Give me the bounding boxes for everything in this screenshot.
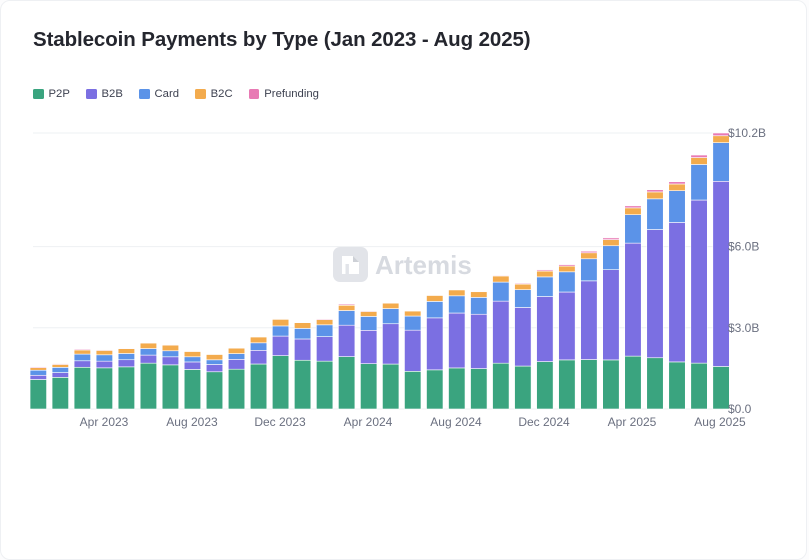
svg-text:Artemis: Artemis xyxy=(375,250,472,280)
svg-text:Dec 2023: Dec 2023 xyxy=(254,415,306,429)
svg-text:Apr 2023: Apr 2023 xyxy=(80,415,129,429)
svg-text:$6.0B: $6.0B xyxy=(728,240,759,254)
svg-text:Apr 2025: Apr 2025 xyxy=(608,415,657,429)
svg-text:$10.2B: $10.2B xyxy=(728,126,766,140)
svg-text:Aug 2023: Aug 2023 xyxy=(166,415,218,429)
svg-text:Aug 2025: Aug 2025 xyxy=(694,415,746,429)
svg-text:Aug 2024: Aug 2024 xyxy=(430,415,482,429)
svg-text:Apr 2024: Apr 2024 xyxy=(344,415,393,429)
svg-text:Dec 2024: Dec 2024 xyxy=(518,415,570,429)
svg-text:$3.0B: $3.0B xyxy=(728,321,759,335)
svg-text:$0.0: $0.0 xyxy=(728,402,752,416)
